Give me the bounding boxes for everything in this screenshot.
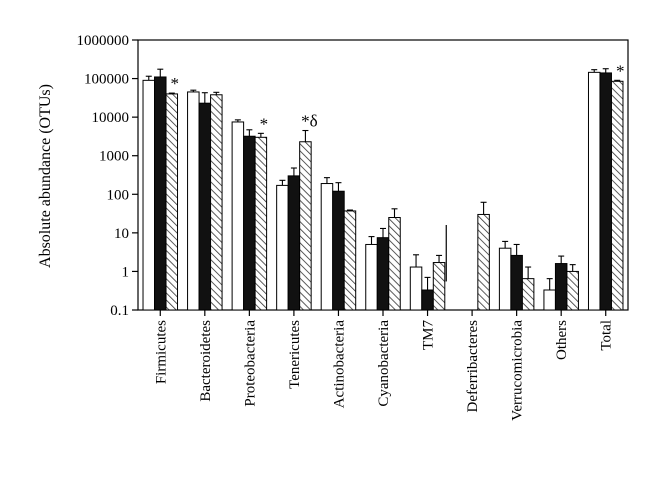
bar-open [231, 121, 245, 311]
y-tick-label: 10000 [92, 110, 130, 126]
y-tick-label: 0.1 [110, 303, 129, 319]
x-tick-label: Total [599, 320, 615, 351]
x-tick-label: Proteobacteria [242, 320, 258, 407]
bar-solid [554, 263, 568, 311]
x-tick-label: Deferribacteres [465, 320, 481, 413]
x-tick-label: Actinobacteria [331, 320, 347, 409]
x-tick-label: Tenericutes [287, 320, 303, 389]
significance-marker: * [171, 74, 180, 93]
x-tick-label: TM7 [421, 320, 437, 351]
bar-hatched [521, 278, 535, 311]
bar-open [320, 183, 334, 311]
significance-marker: * [260, 114, 269, 133]
x-tick-label: Others [554, 320, 570, 360]
y-tick-label: 10 [114, 226, 129, 242]
y-tick-label: 100000 [84, 72, 129, 88]
bar-solid [332, 190, 345, 311]
bar-solid [287, 175, 301, 311]
bar-open [543, 289, 556, 311]
bar-hatched [610, 80, 624, 311]
bar-solid [376, 237, 390, 311]
bar-solid [154, 76, 167, 311]
bar-hatched [343, 210, 357, 311]
x-tick-label: Bacteroidetes [198, 320, 214, 402]
plot-area: 0.1 1 10 100 1000 10000 100000 1000000 Firmicute… [77, 33, 629, 421]
bar-hatched [210, 94, 223, 311]
bar-open [498, 247, 512, 311]
bar-open [365, 243, 378, 311]
bar-hatched [477, 213, 490, 311]
x-tick-label: Cyanobacteria [376, 320, 392, 407]
x-tick-label: Firmicutes [153, 320, 169, 384]
bar-solid [421, 289, 434, 311]
bar-solid [198, 102, 212, 311]
y-tick-label: 1 [122, 264, 130, 280]
bar-hatched [566, 270, 579, 311]
y-axis-title: Absolute abundance (OTUs) [37, 84, 54, 268]
bar-open [142, 79, 156, 311]
bar-hatched [254, 136, 268, 311]
y-tick-label: 1000 [99, 149, 129, 165]
bar-open [276, 184, 289, 311]
significance-marker: * [616, 61, 625, 80]
x-tick-label: Verrucomicrobia [510, 320, 526, 421]
bar-hatched [432, 262, 446, 311]
bar-open [409, 266, 423, 311]
bar-hatched [299, 141, 312, 311]
bar-solid [510, 254, 523, 311]
bar-solid [599, 72, 612, 311]
y-tick-label: 100 [107, 187, 130, 203]
bar-solid [243, 135, 256, 311]
bar-hatched [388, 217, 401, 311]
bar-hatched [165, 93, 179, 311]
y-tick-label: 1000000 [77, 33, 130, 49]
bar-open [587, 71, 601, 311]
significance-marker: *δ [301, 112, 318, 131]
bar-open [187, 91, 200, 311]
